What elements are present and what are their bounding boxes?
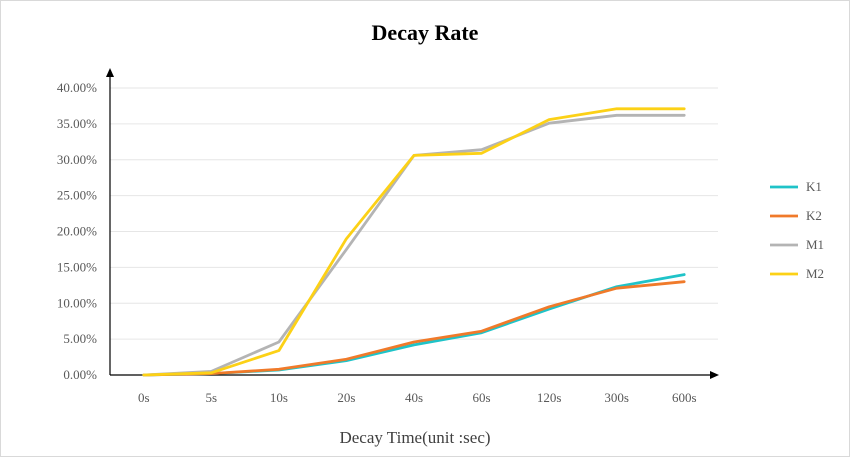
x-tick-label: 5s — [206, 390, 218, 405]
series-line-m2 — [142, 107, 686, 377]
y-tick-label: 40.00% — [57, 80, 97, 95]
legend-label-m2: M2 — [806, 266, 824, 281]
y-tick-label: 25.00% — [57, 188, 97, 203]
gridlines — [110, 87, 718, 340]
y-tick-label: 35.00% — [57, 116, 97, 131]
y-tick-label: 20.00% — [57, 224, 97, 239]
y-axis-arrow-icon — [106, 68, 114, 77]
x-axis-label: Decay Time(unit :sec) — [339, 428, 490, 447]
y-tick-label: 5.00% — [63, 331, 97, 346]
x-tick-label: 20s — [337, 390, 355, 405]
series-lines — [142, 107, 686, 377]
y-tick-labels: 0.00% 5.00% 10.00% 15.00% 20.00% 25.00% 30.00%… — [57, 80, 97, 382]
y-tick-label: 0.00% — [63, 367, 97, 382]
chart-title: Decay Rate — [372, 20, 479, 45]
series-line-k2 — [142, 280, 686, 377]
legend-label-k2: K2 — [806, 208, 822, 223]
x-tick-label: 600s — [672, 390, 697, 405]
y-tick-label: 10.00% — [57, 295, 97, 310]
x-tick-label: 120s — [537, 390, 562, 405]
x-tick-label: 10s — [270, 390, 288, 405]
x-tick-label: 60s — [473, 390, 491, 405]
x-tick-label: 0s — [138, 390, 150, 405]
y-tick-label: 30.00% — [57, 152, 97, 167]
x-axis-arrow-icon — [710, 371, 719, 379]
legend: K1 K2 M1 M2 — [770, 179, 824, 281]
x-tick-label: 300s — [604, 390, 629, 405]
x-tick-labels: 0s 5s 10s 20s 40s 60s 120s 300s 600s — [138, 390, 697, 405]
y-tick-label: 15.00% — [57, 259, 97, 274]
x-tick-label: 40s — [405, 390, 423, 405]
legend-label-k1: K1 — [806, 179, 822, 194]
legend-label-m1: M1 — [806, 237, 824, 252]
